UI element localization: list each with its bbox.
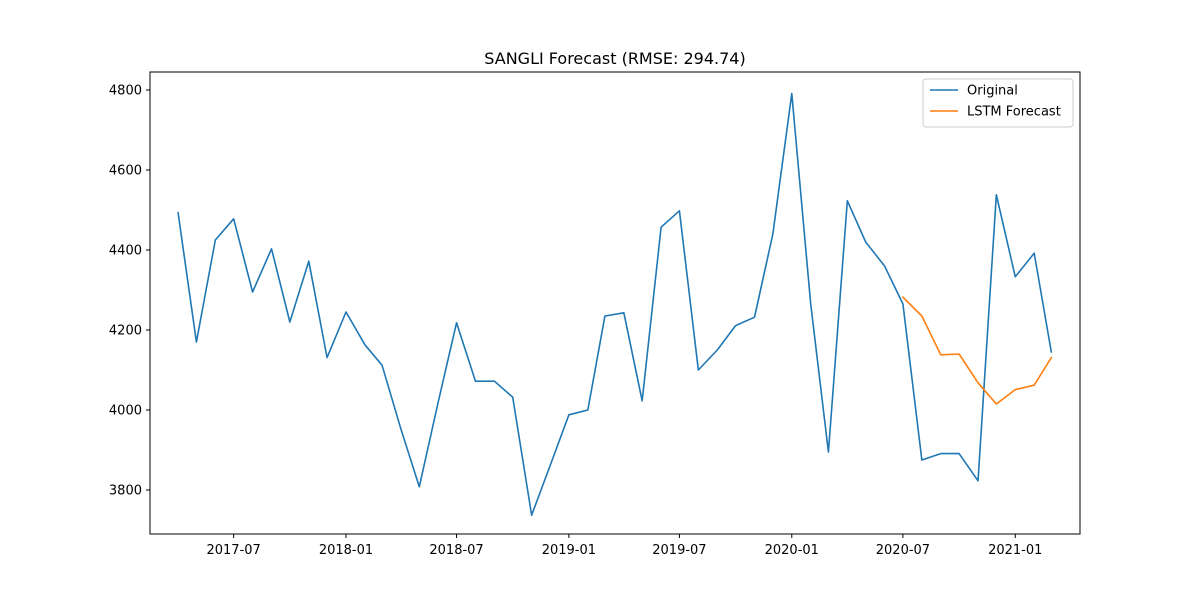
- y-tick-label: 4600: [109, 164, 142, 179]
- x-tick-label: 2020-07: [876, 543, 930, 558]
- y-tick-label: 4200: [109, 324, 142, 339]
- x-tick-label: 2018-07: [429, 543, 483, 558]
- x-tick-label: 2018-01: [319, 543, 373, 558]
- y-tick-label: 3800: [109, 484, 142, 499]
- x-tick-label: 2017-07: [206, 543, 260, 558]
- x-tick-label: 2019-07: [652, 543, 706, 558]
- y-tick-label: 4400: [109, 244, 142, 259]
- chart-title: SANGLI Forecast (RMSE: 294.74): [484, 49, 745, 68]
- x-tick-label: 2021-01: [988, 543, 1042, 558]
- legend-label-1: LSTM Forecast: [967, 105, 1061, 120]
- legend-label-0: Original: [967, 84, 1018, 99]
- legend: Original LSTM Forecast: [923, 79, 1073, 127]
- y-tick-label: 4000: [109, 404, 142, 419]
- x-tick-label: 2019-01: [542, 543, 596, 558]
- x-tick-label: 2020-01: [765, 543, 819, 558]
- y-tick-label: 4800: [109, 84, 142, 99]
